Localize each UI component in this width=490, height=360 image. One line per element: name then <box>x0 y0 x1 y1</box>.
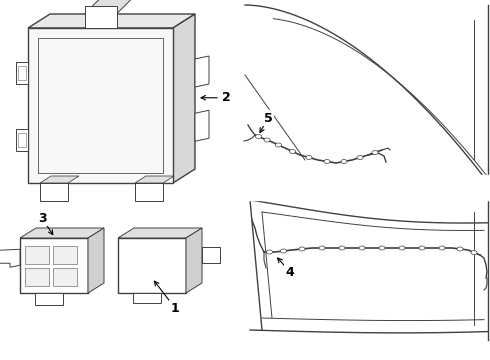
Ellipse shape <box>306 156 312 159</box>
Bar <box>18 66 26 80</box>
Bar <box>84 6 117 28</box>
Bar <box>20 238 88 293</box>
Bar <box>25 268 49 286</box>
Polygon shape <box>28 14 195 28</box>
Polygon shape <box>135 176 174 183</box>
Bar <box>40 183 68 201</box>
Text: 5: 5 <box>264 112 272 125</box>
Ellipse shape <box>379 246 385 250</box>
Polygon shape <box>40 176 79 183</box>
Ellipse shape <box>372 150 378 154</box>
Ellipse shape <box>471 251 477 255</box>
Ellipse shape <box>290 149 295 153</box>
Polygon shape <box>202 247 220 262</box>
Bar <box>18 133 26 147</box>
Text: 4: 4 <box>286 266 294 279</box>
Bar <box>25 246 49 264</box>
Ellipse shape <box>324 159 330 163</box>
Bar <box>53 246 77 264</box>
Bar <box>118 238 186 293</box>
Ellipse shape <box>275 143 281 147</box>
Polygon shape <box>16 62 28 84</box>
Ellipse shape <box>359 246 365 250</box>
Polygon shape <box>0 249 20 267</box>
Ellipse shape <box>399 246 405 250</box>
Ellipse shape <box>267 250 272 254</box>
Bar <box>53 268 77 286</box>
Circle shape <box>143 261 153 270</box>
Polygon shape <box>20 228 104 238</box>
Ellipse shape <box>264 138 270 142</box>
Polygon shape <box>173 14 195 183</box>
Polygon shape <box>84 0 132 14</box>
Polygon shape <box>118 228 202 238</box>
Bar <box>38 38 163 173</box>
Text: 1: 1 <box>171 302 179 315</box>
Ellipse shape <box>299 247 305 251</box>
Polygon shape <box>88 228 104 293</box>
Polygon shape <box>195 56 209 87</box>
Ellipse shape <box>339 246 345 250</box>
Ellipse shape <box>319 246 325 250</box>
Bar <box>135 183 163 201</box>
Ellipse shape <box>419 246 425 250</box>
Ellipse shape <box>457 247 463 251</box>
Polygon shape <box>186 228 202 293</box>
Bar <box>133 293 161 303</box>
Ellipse shape <box>439 246 445 250</box>
Ellipse shape <box>93 10 108 22</box>
Polygon shape <box>16 129 28 151</box>
Text: 2: 2 <box>222 91 231 104</box>
Text: 3: 3 <box>38 211 47 225</box>
Ellipse shape <box>341 159 347 163</box>
Bar <box>28 28 173 183</box>
Polygon shape <box>195 110 209 141</box>
Ellipse shape <box>255 135 262 139</box>
Ellipse shape <box>280 249 287 253</box>
Bar <box>35 293 63 305</box>
Ellipse shape <box>357 156 363 159</box>
